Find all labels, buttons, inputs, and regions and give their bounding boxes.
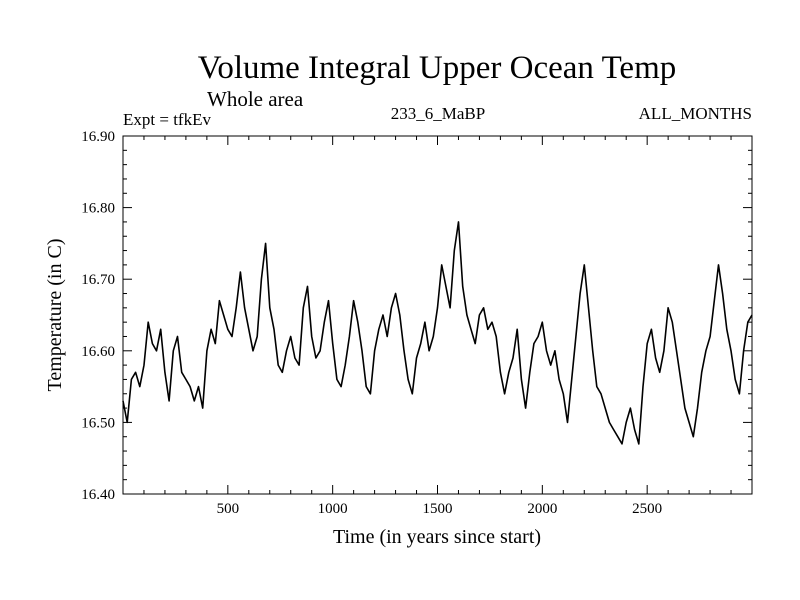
x-tick-label: 1000 — [318, 501, 348, 517]
x-tick-label: 1500 — [423, 501, 453, 517]
x-tick-label: 2000 — [527, 501, 557, 517]
plot-area: 500 1000 1500 2000 2500 16.40 16.50 16.60 16.70… — [81, 129, 753, 517]
y-tick-label: 16.70 — [81, 272, 115, 288]
y-tick-label: 16.60 — [81, 344, 115, 360]
y-axis-ticks: 16.40 16.50 16.60 16.70 16.80 16.90 — [81, 129, 752, 503]
x-axis-ticks: 500 1000 1500 2000 2500 — [143, 136, 732, 517]
annotation-months: ALL_MONTHS — [639, 104, 752, 123]
annotation-period: 233_6_MaBP — [391, 104, 485, 123]
annotation-expt: Expt = tfkEv — [123, 110, 211, 129]
chart-title: Volume Integral Upper Ocean Temp — [198, 50, 676, 86]
y-tick-label: 16.50 — [81, 415, 115, 431]
y-tick-label: 16.90 — [81, 129, 115, 145]
y-axis-label: Temperature (in C) — [44, 239, 66, 392]
x-tick-label: 2500 — [632, 501, 662, 517]
series-line — [122, 221, 753, 445]
x-tick-label: 500 — [217, 501, 240, 517]
y-tick-label: 16.40 — [81, 487, 115, 503]
x-axis-label: Time (in years since start) — [333, 526, 541, 548]
y-tick-label: 16.80 — [81, 201, 115, 217]
chart-subtitle: Whole area — [207, 87, 304, 111]
